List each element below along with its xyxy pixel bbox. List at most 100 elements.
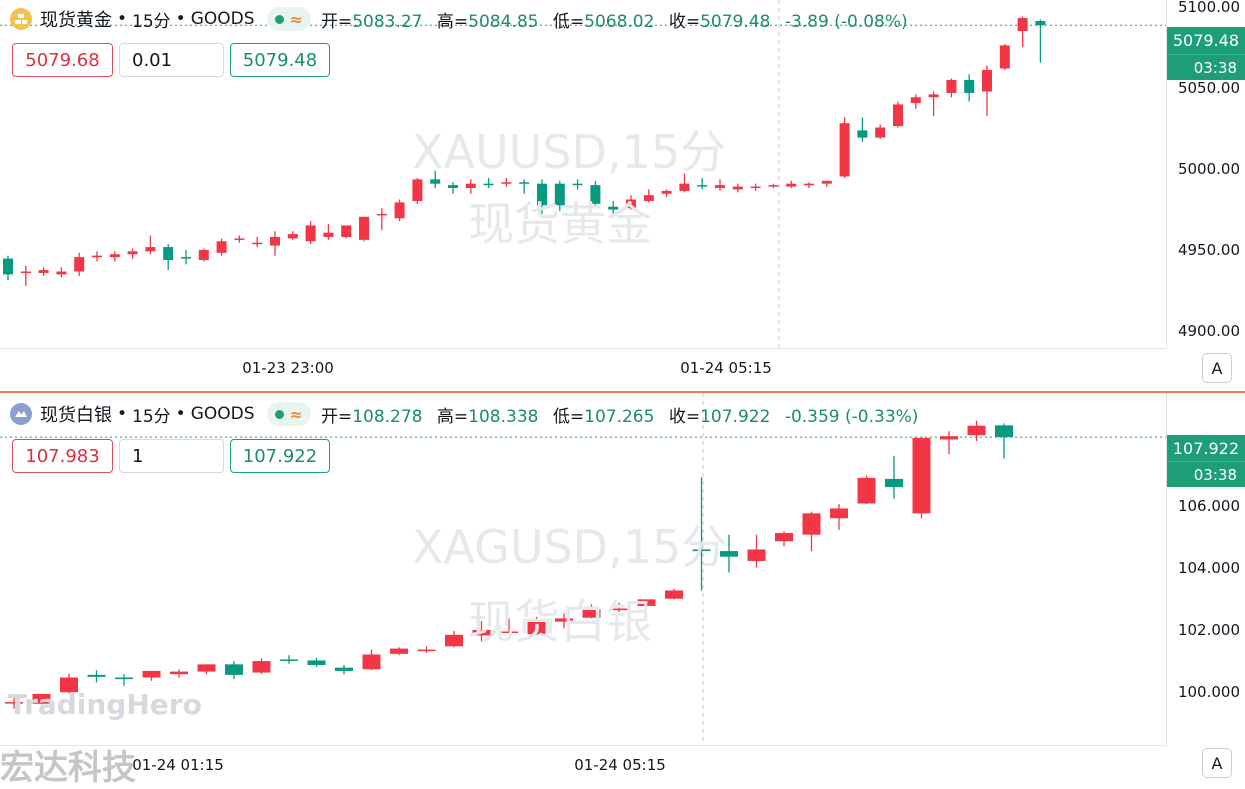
silver-price-axis[interactable]: 106.000 104.000 102.000 100.000 bbox=[1166, 393, 1245, 745]
separator: • bbox=[175, 404, 186, 424]
candle-body bbox=[390, 648, 408, 654]
candle-body bbox=[225, 664, 243, 675]
candle bbox=[940, 431, 958, 455]
candle-body bbox=[995, 425, 1013, 438]
candle bbox=[252, 236, 263, 248]
gold-sell-button[interactable]: 5079.68 bbox=[12, 43, 113, 77]
gold-symbol-icon[interactable] bbox=[10, 8, 32, 30]
candle-body bbox=[821, 180, 832, 184]
candle bbox=[732, 183, 743, 193]
gold-time-axis[interactable]: 01-23 23:00 01-24 05:15 bbox=[0, 348, 1166, 391]
silver-countdown-badge: 03:38 bbox=[1167, 461, 1245, 487]
candle bbox=[170, 669, 188, 678]
brand-watermark: TradingHero bbox=[8, 688, 202, 721]
candle-body bbox=[145, 247, 156, 252]
silver-time-axis[interactable]: 01-24 01:15 01-24 05:15 bbox=[0, 745, 1166, 782]
candle bbox=[448, 182, 458, 194]
gold-symbol-name[interactable]: 现货黄金 bbox=[40, 10, 112, 31]
candle bbox=[572, 179, 583, 190]
gold-x-tick: 01-24 05:15 bbox=[680, 359, 772, 377]
candle bbox=[56, 267, 67, 278]
candle bbox=[857, 475, 876, 505]
candle bbox=[912, 437, 931, 519]
candle-body bbox=[1035, 20, 1046, 26]
candle-body bbox=[804, 183, 814, 186]
candle-body bbox=[786, 183, 797, 187]
candle bbox=[270, 231, 280, 256]
candle bbox=[527, 616, 546, 635]
candle bbox=[20, 265, 31, 286]
candle-body bbox=[280, 659, 298, 661]
candle-body bbox=[92, 255, 102, 258]
candle-body bbox=[501, 182, 512, 184]
candle bbox=[995, 423, 1013, 459]
candle bbox=[999, 44, 1010, 70]
silver-market-status[interactable]: ≈ bbox=[266, 402, 311, 426]
candle-body bbox=[483, 183, 494, 186]
gold-buy-button[interactable]: 5079.48 bbox=[230, 43, 330, 77]
gold-watermark-name: 现货黄金 bbox=[468, 197, 652, 251]
candle bbox=[341, 225, 352, 239]
candle bbox=[885, 455, 903, 499]
delay-wave-icon: ≈ bbox=[289, 404, 303, 424]
gold-high: 5084.85 bbox=[468, 11, 539, 32]
silver-sell-button[interactable]: 107.983 bbox=[12, 439, 113, 473]
candle bbox=[1035, 19, 1046, 63]
gold-candlestick-plot[interactable] bbox=[0, 0, 1166, 348]
candle bbox=[142, 670, 161, 681]
silver-quantity-input[interactable]: 1 bbox=[119, 439, 224, 473]
candle-body bbox=[747, 549, 766, 561]
separator: • bbox=[175, 9, 186, 29]
candle bbox=[430, 170, 441, 188]
gold-auto-scale-button[interactable]: A bbox=[1202, 353, 1232, 383]
candle bbox=[582, 604, 601, 619]
gold-quantity-input[interactable]: 0.01 bbox=[119, 43, 224, 77]
silver-symbol-name[interactable]: 现货白银 bbox=[40, 405, 112, 426]
candle-body bbox=[912, 437, 931, 514]
gold-low: 5068.02 bbox=[584, 11, 655, 32]
candle bbox=[747, 534, 766, 568]
candle-body bbox=[307, 660, 326, 666]
candle bbox=[394, 199, 405, 222]
silver-auto-scale-button[interactable]: A bbox=[1202, 748, 1232, 778]
candle-body bbox=[142, 670, 161, 678]
candle bbox=[3, 255, 13, 281]
pane-divider[interactable] bbox=[0, 391, 1245, 393]
gold-interval[interactable]: 15分 bbox=[132, 11, 171, 32]
candle-body bbox=[287, 234, 298, 239]
silver-candlestick-plot[interactable] bbox=[0, 393, 1166, 745]
candle-body bbox=[665, 590, 683, 599]
candle bbox=[92, 251, 102, 262]
silver-symbol-icon[interactable] bbox=[10, 403, 32, 425]
silver-buy-button[interactable]: 107.922 bbox=[230, 439, 330, 473]
silver-change: -0.359 (-0.33%) bbox=[784, 406, 919, 427]
gold-chart-pane[interactable]: XAUUSD,15分 现货黄金 现货黄金 • 15分 • GOODS ≈ 开=5… bbox=[0, 0, 1245, 390]
silver-interval[interactable]: 15分 bbox=[132, 406, 171, 427]
candle bbox=[554, 180, 565, 212]
gold-market-status[interactable]: ≈ bbox=[266, 7, 311, 31]
candle bbox=[307, 657, 326, 667]
candle bbox=[715, 179, 725, 191]
gold-price-axis[interactable]: 5100.00 5050.00 5000.00 4950.00 4900.00 bbox=[1166, 0, 1245, 348]
candle-body bbox=[359, 216, 369, 240]
candle-body bbox=[519, 182, 530, 184]
candle-body bbox=[3, 258, 13, 275]
gold-source: GOODS bbox=[190, 9, 255, 29]
candle-body bbox=[830, 508, 848, 519]
delay-wave-icon: ≈ bbox=[289, 9, 303, 29]
candle bbox=[287, 231, 298, 240]
candle bbox=[928, 91, 939, 116]
candle-body bbox=[946, 80, 957, 93]
candle bbox=[32, 693, 51, 705]
candle bbox=[500, 618, 518, 634]
gold-close: 5079.48 bbox=[700, 11, 771, 32]
silver-chart-pane[interactable]: XAGUSD,15分 现货白银 现货白银 • 15分 • GOODS ≈ 开=1… bbox=[0, 393, 1245, 781]
candle bbox=[982, 65, 992, 116]
candle-body bbox=[445, 634, 463, 647]
gold-y-tick: 5100.00 bbox=[1177, 0, 1240, 16]
candle-body bbox=[715, 185, 725, 188]
candle-body bbox=[430, 179, 441, 184]
candle bbox=[280, 655, 298, 664]
silver-y-tick: 102.000 bbox=[1177, 621, 1240, 639]
candle-body bbox=[38, 270, 49, 273]
